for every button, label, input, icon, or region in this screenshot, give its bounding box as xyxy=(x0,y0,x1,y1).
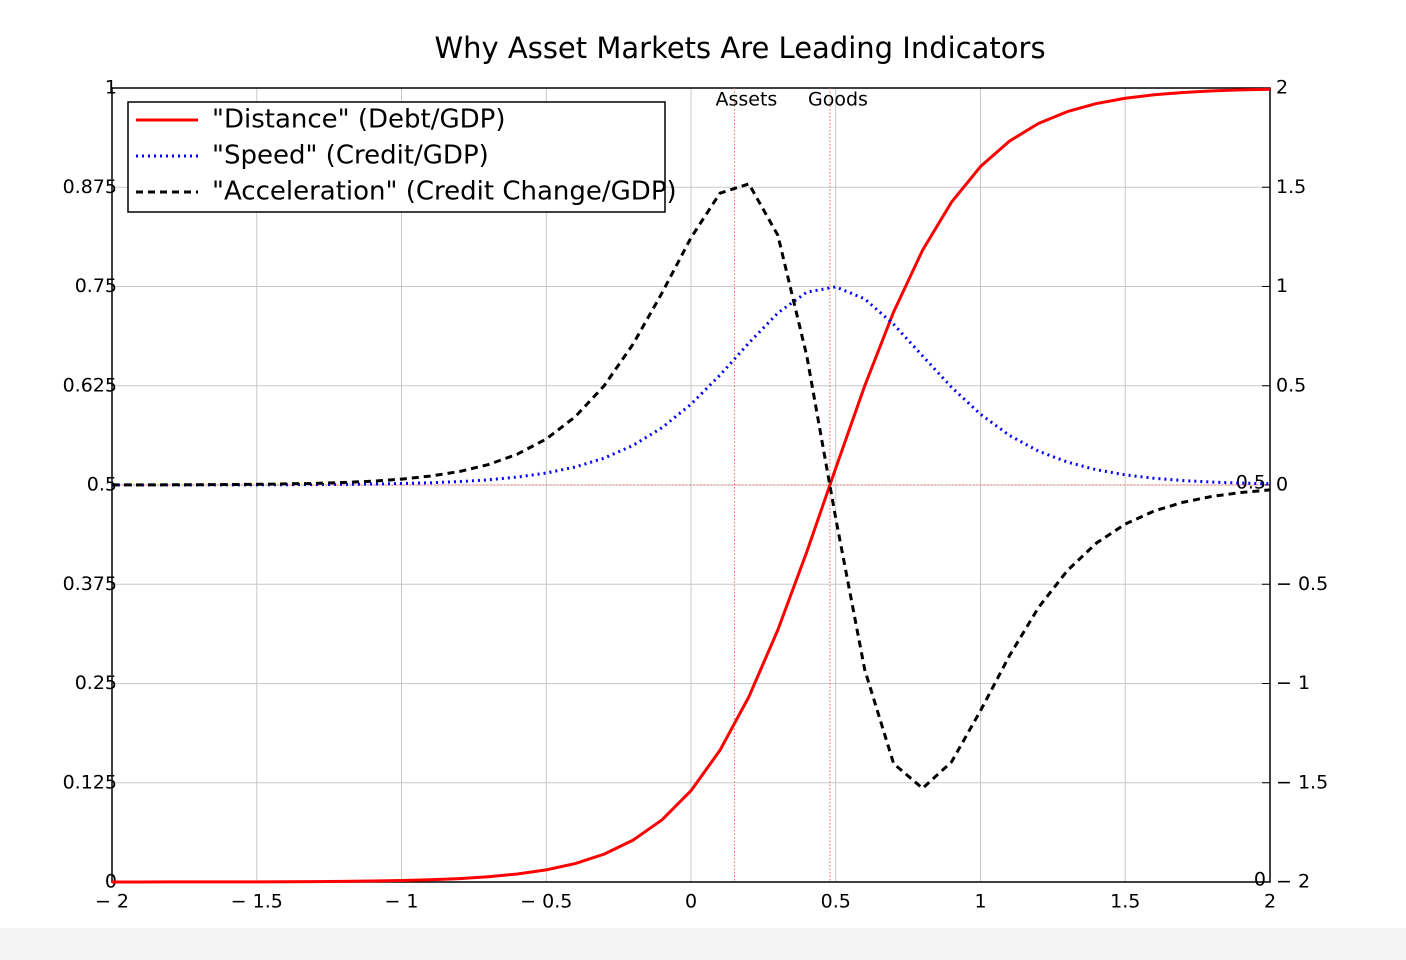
y2-tick-label: 0 xyxy=(1276,474,1288,496)
x-tick-label: 1.5 xyxy=(1110,891,1140,913)
x-tick-label: − 2 xyxy=(95,891,129,913)
y-tick-label: 0.375 xyxy=(63,573,117,595)
y-tick-label: 0.25 xyxy=(75,672,117,694)
x-tick-label: 1 xyxy=(974,891,986,913)
y2-tick-label: 1 xyxy=(1276,275,1288,297)
y-tick-label: 0.75 xyxy=(75,275,117,297)
reference-label: Assets xyxy=(716,89,778,111)
series-line xyxy=(112,87,1271,884)
y2-tick-label: − 0.5 xyxy=(1276,573,1328,595)
x-tick-label: − 0.5 xyxy=(520,891,572,913)
y2-tick-label: − 2 xyxy=(1276,871,1310,893)
y2-tick-label: − 1.5 xyxy=(1276,771,1328,793)
legend-box xyxy=(127,101,666,213)
chart-title: Why Asset Markets Are Leading Indicators xyxy=(434,31,1045,65)
bottom-strip xyxy=(0,928,1406,960)
x-tick-label: 0 xyxy=(685,891,697,913)
y2-tick-label: 0.5 xyxy=(1276,374,1306,396)
y2-tick-label: 1.5 xyxy=(1276,176,1306,198)
y-tick-label: 0 xyxy=(105,871,117,893)
y-tick-label: 0.5 xyxy=(87,474,117,496)
legend-label: "Speed" (Credit/GDP) xyxy=(212,141,489,171)
right-edge-label: 0.5 xyxy=(1236,472,1266,494)
legend-label: "Acceleration" (Credit Change/GDP) xyxy=(212,177,677,207)
series-line xyxy=(111,182,1271,790)
y-tick-label: 1 xyxy=(105,77,117,99)
y2-tick-label: 2 xyxy=(1276,77,1288,99)
y-tick-label: 0.625 xyxy=(63,374,117,396)
right-edge-label: 0 xyxy=(1254,869,1266,891)
x-tick-label: − 1 xyxy=(384,891,418,913)
y-tick-label: 0.875 xyxy=(63,176,117,198)
x-tick-label: − 1.5 xyxy=(231,891,283,913)
y-tick-label: 0.125 xyxy=(63,771,117,793)
legend-label: "Distance" (Debt/GDP) xyxy=(212,105,505,135)
y2-tick-label: − 1 xyxy=(1276,672,1310,694)
x-tick-label: 0.5 xyxy=(821,891,851,913)
reference-label: Goods xyxy=(808,89,868,111)
x-tick-label: 2 xyxy=(1264,891,1276,913)
